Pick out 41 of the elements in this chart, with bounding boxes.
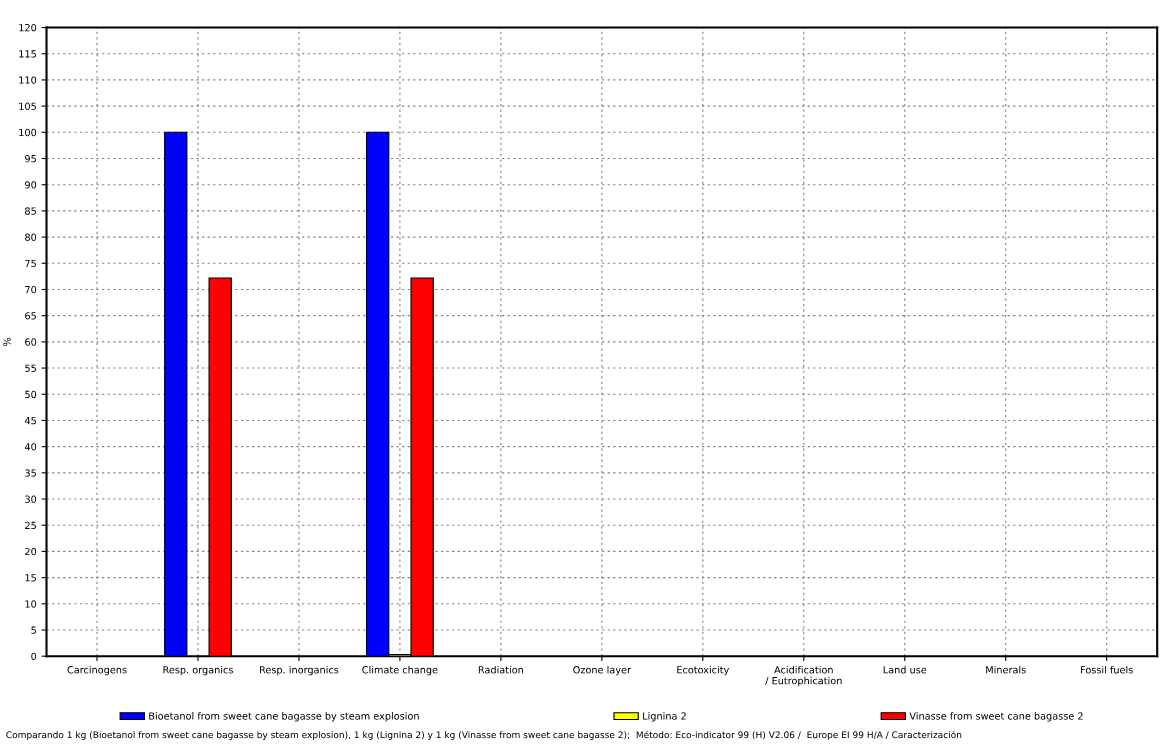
y-tick-label: 45 xyxy=(24,417,36,425)
x-tick-label: Radiation xyxy=(478,665,524,674)
legend-label: Lignina 2 xyxy=(643,712,686,722)
y-tick-label: 90 xyxy=(25,181,37,189)
x-tick-label: Land use xyxy=(883,665,927,674)
legend-label: Bioetanol from sweet cane bagasse by steam explosion xyxy=(149,712,419,722)
y-tick-label: 55 xyxy=(25,364,36,372)
y-tick-label: 105 xyxy=(19,102,36,110)
y-tick-label: 110 xyxy=(19,76,37,84)
x-tick-label: Acidification / Eutrophication xyxy=(765,665,842,687)
x-tick-label: Resp. inorganics xyxy=(260,665,339,676)
x-tick-label: Climate change xyxy=(362,665,438,676)
x-tick-label: Fossil fuels xyxy=(1081,665,1133,674)
y-tick-label: 5 xyxy=(31,626,36,634)
y-tick-label: 25 xyxy=(25,521,36,530)
x-tick-label: Carcinogens xyxy=(67,665,127,676)
y-tick-label: 65 xyxy=(25,312,36,320)
x-tick-label: Resp. organics xyxy=(163,665,233,676)
y-tick-label: 95 xyxy=(25,154,36,163)
x-tick-label: Minerals xyxy=(986,665,1026,674)
y-tick-label: 75 xyxy=(25,259,36,268)
y-tick-label: 115 xyxy=(19,50,36,58)
y-tick-label: 20 xyxy=(25,547,37,556)
x-tick-label: Ecotoxicity xyxy=(677,665,730,676)
y-tick-label: 100 xyxy=(19,128,37,137)
y-tick-label: 120 xyxy=(19,24,37,32)
text: Comparando 1 kg (Bioetanol from sweet cane bagasse by steam explosion), 1 kg (Lignina 2) y 1 kg (Vinasse from sweet cane bagasse 2); Método: Eco-indicator 99 (H) V2.06 / Europe EI 99 H/A / Caracterización xyxy=(6,730,962,740)
y-tick-label: 85 xyxy=(25,207,36,215)
x-tick-label: Ozone layer xyxy=(573,665,632,676)
y-tick-label: 30 xyxy=(25,495,37,503)
y-tick-label: 60 xyxy=(25,338,37,346)
legend-label: Vinasse from sweet cane bagasse 2 xyxy=(909,712,1083,722)
y-tick-label: 15 xyxy=(25,574,36,582)
y-tick-label: 35 xyxy=(25,469,36,477)
y-tick-label: 80 xyxy=(25,233,37,241)
y-tick-label: 50 xyxy=(25,390,37,399)
y-axis-title: % xyxy=(3,337,11,346)
y-tick-label: 10 xyxy=(25,600,37,608)
y-tick-label: 0 xyxy=(31,652,37,661)
y-tick-label: 40 xyxy=(24,443,37,451)
y-tick-label: 70 xyxy=(25,285,37,294)
